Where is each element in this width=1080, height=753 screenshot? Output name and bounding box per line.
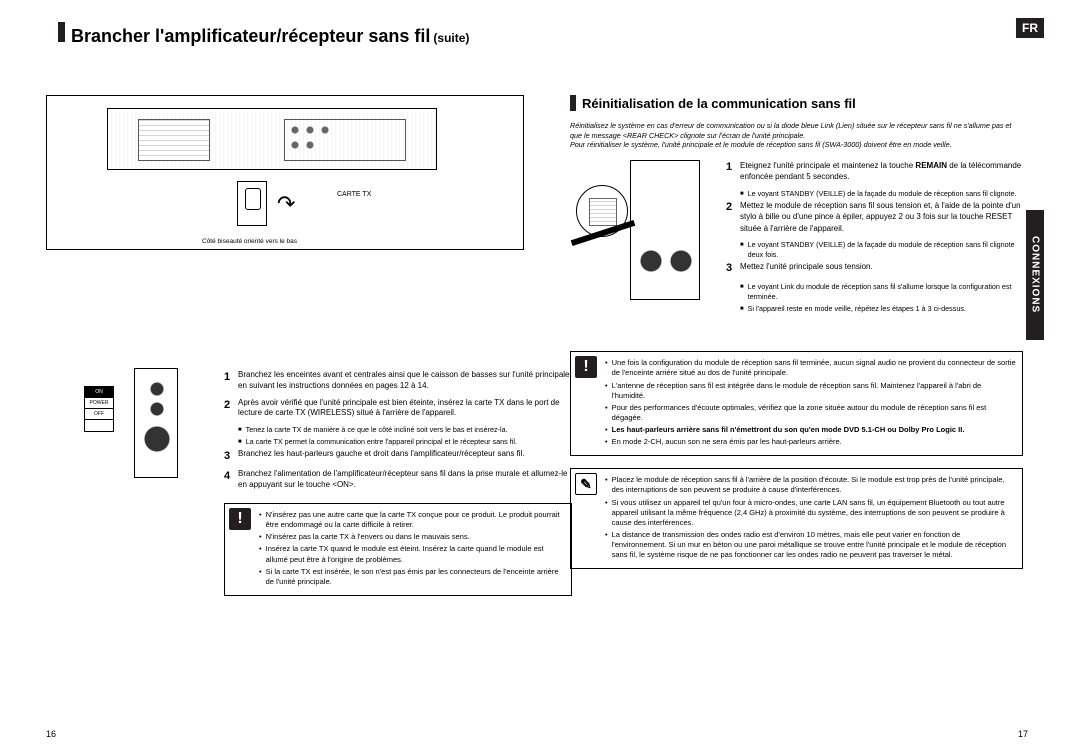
switch-off-label: OFF bbox=[85, 409, 113, 420]
title-suite: (suite) bbox=[433, 31, 469, 45]
warning-icon bbox=[229, 508, 251, 530]
speaker-illustration bbox=[134, 368, 178, 478]
left-step-list: 1Branchez les enceintes avant et central… bbox=[224, 370, 572, 596]
tx-card-label: CARTE TX bbox=[337, 191, 371, 198]
rtip-1: Placez le module de réception sans fil à… bbox=[605, 475, 1016, 495]
step-2-note-a: Tenez la carte TX de manière à ce que le… bbox=[238, 425, 572, 435]
right-page: Réinitialisation de la communication san… bbox=[570, 95, 1023, 577]
warn-3: Insérez la carte TX quand le module est … bbox=[259, 544, 565, 564]
step-3: Branchez les haut-parleurs gauche et dro… bbox=[238, 449, 525, 464]
power-switch-detail: ON POWER OFF bbox=[84, 386, 114, 432]
switch-power-label: POWER bbox=[85, 398, 113, 409]
rwarn-5: En mode 2-CH, aucun son ne sera émis par… bbox=[605, 437, 1016, 447]
title-accent-bar bbox=[58, 22, 65, 42]
rstep-2: Mettez le module de réception sans fil s… bbox=[740, 200, 1023, 234]
reset-intro: Réinitialisez le système en cas d'erreur… bbox=[570, 121, 1023, 150]
receiver-back-illustration bbox=[107, 108, 437, 170]
warn-2: N'insérez pas la carte TX à l'envers ou … bbox=[259, 532, 565, 542]
reset-section-heading: Réinitialisation de la communication san… bbox=[570, 95, 1023, 115]
speaker-switch-diagram: ON POWER OFF bbox=[74, 368, 194, 488]
tx-orientation-label: Côté biseauté orienté vers le bas bbox=[202, 238, 297, 245]
rstep-3-note-a: Le voyant Link du module de réception sa… bbox=[740, 282, 1023, 301]
right-tip-box: Placez le module de réception sans fil à… bbox=[570, 468, 1023, 569]
rstep-3: Mettez l'unité principale sous tension. bbox=[740, 261, 873, 276]
receiver-diagram: ↷ CARTE TX Côté biseauté orienté vers le… bbox=[46, 95, 524, 250]
section-tab-connexions: CONNEXIONS bbox=[1026, 210, 1044, 340]
page-number-right: 17 bbox=[1018, 729, 1028, 739]
rtip-2: Si vous utilisez un appareil tel qu'un f… bbox=[605, 498, 1016, 528]
rstep-3-note-b: Si l'appareil reste en mode veille, répé… bbox=[740, 304, 1023, 314]
title-text: Brancher l'amplificateur/récepteur sans … bbox=[71, 26, 430, 47]
page-number-left: 16 bbox=[46, 729, 56, 739]
rwarn-3: Pour des performances d'écoute optimales… bbox=[605, 403, 1016, 423]
step-2: Après avoir vérifié que l'unité principa… bbox=[238, 398, 572, 420]
rtip-3: La distance de transmission des ondes ra… bbox=[605, 530, 1016, 560]
reset-step-list: 1 Eteignez l'unité principale et mainten… bbox=[726, 160, 1023, 315]
language-badge: FR bbox=[1016, 18, 1044, 38]
receiver-module-illustration bbox=[630, 160, 700, 300]
tx-card-illustration bbox=[237, 181, 267, 226]
rstep-1-note: Le voyant STANDBY (VEILLE) de la façade … bbox=[740, 189, 1023, 199]
reset-diagram bbox=[570, 160, 708, 310]
left-page: ↷ CARTE TX Côté biseauté orienté vers le… bbox=[46, 95, 526, 250]
left-warning-box: N'insérez pas une autre carte que la car… bbox=[224, 503, 572, 596]
warn-1: N'insérez pas une autre carte que la car… bbox=[259, 510, 565, 530]
step-4: Branchez l'alimentation de l'amplificate… bbox=[238, 469, 572, 491]
note-icon bbox=[575, 473, 597, 495]
rwarn-1: Une fois la configuration du module de r… bbox=[605, 358, 1016, 378]
rstep-2-note: Le voyant STANDBY (VEILLE) de la façade … bbox=[740, 240, 1023, 259]
rwarn-4: Les haut-parleurs arrière sans fil n'éme… bbox=[605, 425, 1016, 435]
rstep-1: Eteignez l'unité principale et maintenez… bbox=[740, 160, 1023, 182]
step-1: Branchez les enceintes avant et centrale… bbox=[238, 370, 572, 392]
warning-icon bbox=[575, 356, 597, 378]
warn-4: Si la carte TX est insérée, le son n'est… bbox=[259, 567, 565, 587]
page-title: Brancher l'amplificateur/récepteur sans … bbox=[58, 22, 469, 47]
arrow-icon: ↷ bbox=[277, 191, 295, 217]
switch-on-label: ON bbox=[85, 387, 113, 398]
right-warning-box: Une fois la configuration du module de r… bbox=[570, 351, 1023, 456]
rwarn-2: L'antenne de réception sans fil est inté… bbox=[605, 381, 1016, 401]
step-2-note-b: La carte TX permet la communication entr… bbox=[238, 437, 572, 447]
